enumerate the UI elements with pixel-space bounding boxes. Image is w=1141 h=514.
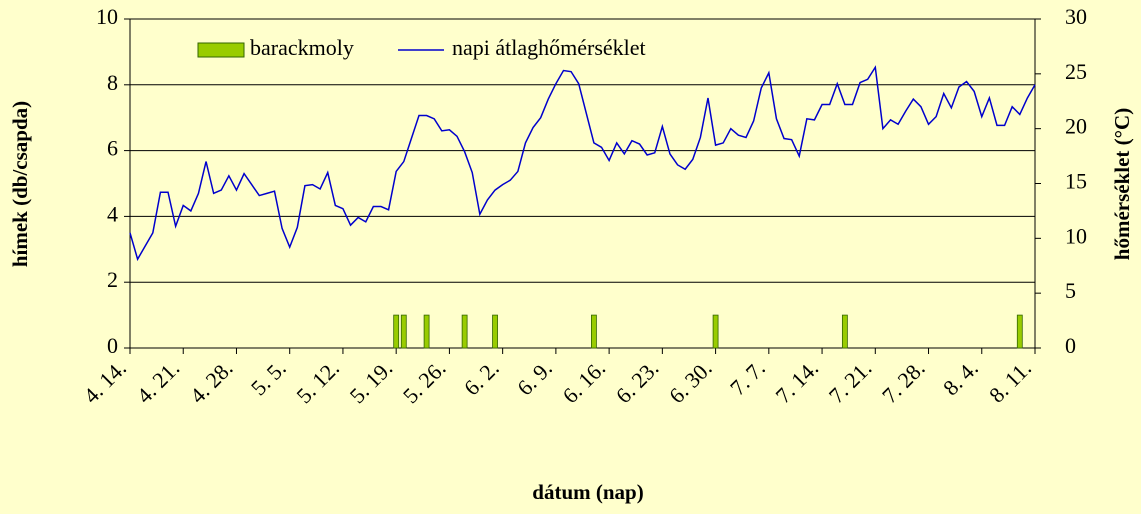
legend-label: barackmoly — [250, 35, 354, 60]
y-tick-label: 4 — [107, 201, 118, 226]
y2-tick-label: 15 — [1065, 169, 1087, 194]
bar — [841, 314, 848, 349]
line — [129, 65, 1036, 262]
bar — [492, 314, 498, 349]
y-tick-label: 8 — [107, 70, 118, 95]
x-axis-title: dátum (nap) — [532, 480, 643, 504]
y2-tick-label: 25 — [1065, 59, 1087, 84]
y2-tick-label: 0 — [1065, 333, 1076, 358]
bar — [400, 314, 407, 349]
y2-axis-title: hőmérséklet (°C) — [1110, 108, 1134, 260]
y2-tick-label: 10 — [1065, 223, 1087, 248]
bar — [423, 314, 430, 349]
bar — [461, 314, 468, 349]
bar — [712, 314, 719, 349]
y2-tick-label: 30 — [1065, 4, 1087, 29]
legend-label: napi átlaghőmérséklet — [452, 35, 646, 60]
y2-tick-label: 5 — [1065, 278, 1076, 303]
y-tick-label: 10 — [96, 4, 118, 29]
y-axis-title: hímek (db/csapda) — [8, 101, 32, 267]
y-tick-label: 0 — [107, 333, 118, 358]
y-tick-label: 2 — [107, 267, 118, 292]
bar — [1016, 314, 1023, 349]
y2-tick-label: 20 — [1065, 114, 1087, 139]
legend-swatch — [197, 42, 245, 58]
y-tick-label: 6 — [107, 136, 118, 161]
bar — [591, 314, 597, 349]
bar — [393, 314, 400, 349]
